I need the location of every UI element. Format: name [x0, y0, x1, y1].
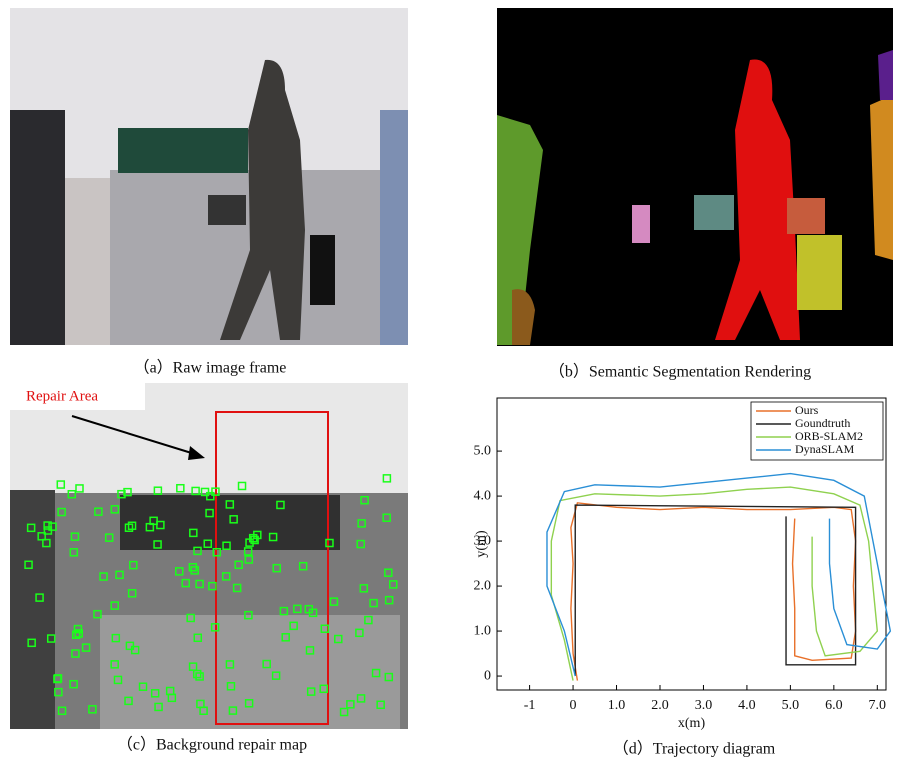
caption: （b）Semantic Segmentation Rendering: [549, 363, 811, 381]
caption: （d）Trajectory diagram: [613, 740, 776, 758]
x-tick-label: 5.0: [782, 698, 800, 713]
raw-image: [10, 8, 408, 345]
y-tick-label: 2.0: [474, 578, 492, 593]
caption: （c）Background repair map: [117, 736, 307, 754]
trajectory-line: [547, 474, 890, 676]
trajectory-line: [575, 505, 855, 676]
figure: （a）Raw image frame （b）Semantic Segmentat…: [0, 0, 904, 765]
annotation: Repair Area: [26, 388, 98, 404]
legend-label: Goundtruth: [795, 416, 850, 430]
y-tick-label: 0: [484, 668, 491, 683]
x-tick-label: 3.0: [695, 698, 713, 713]
x-tick-label: 1.0: [608, 698, 626, 713]
x-axis-label: x(m): [678, 716, 706, 731]
caption: （a）Raw image frame: [134, 359, 287, 377]
x-tick-label: 0: [570, 698, 577, 713]
repair-image: [10, 383, 408, 729]
x-tick-label: 7.0: [869, 698, 887, 713]
x-tick-label: 2.0: [651, 698, 669, 713]
y-tick-label: 1.0: [474, 623, 492, 638]
trajectory-line: [551, 487, 877, 680]
segmentation-image: [497, 8, 893, 346]
x-tick-label: 4.0: [738, 698, 756, 713]
x-tick-label: 6.0: [825, 698, 843, 713]
x-tick-label: -1: [524, 698, 536, 713]
legend-label: Ours: [795, 403, 819, 417]
legend-label: DynaSLAM: [795, 442, 855, 456]
y-tick-label: 4.0: [474, 488, 492, 503]
y-axis-label: y(m): [474, 530, 489, 558]
y-tick-label: 5.0: [474, 443, 492, 458]
legend-label: ORB-SLAM2: [795, 429, 863, 443]
